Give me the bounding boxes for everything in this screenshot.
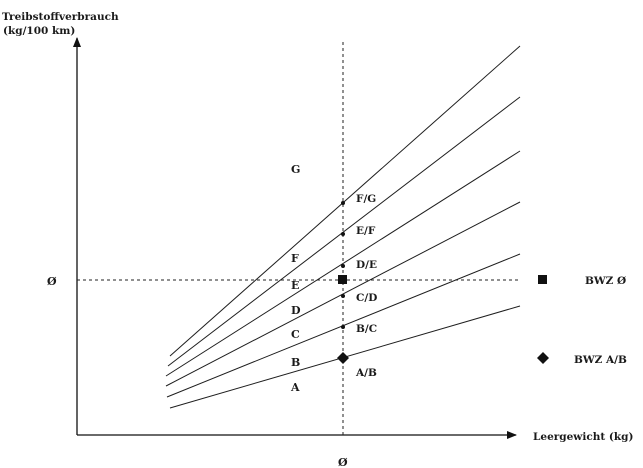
y-axis-title-line1: Treibstoffverbrauch: [2, 11, 119, 23]
region-label-d: D: [291, 304, 301, 317]
boundary-label-c-d: C/D: [356, 292, 377, 304]
boundary-label-e-f: E/F: [356, 225, 376, 237]
average-square-marker: [338, 275, 347, 284]
region-label-c: C: [291, 328, 300, 341]
legend-diamond-label: BWZ A/B: [574, 354, 627, 366]
boundary-label-f-g: F/G: [356, 193, 376, 205]
legend-square-label: BWZ Ø: [585, 275, 626, 287]
legend-square-icon: [538, 275, 547, 284]
intersection-dot-d-e: [341, 264, 345, 268]
boundary-label-a-b: A/B: [355, 367, 377, 379]
boundary-label-d-e: D/E: [356, 259, 377, 271]
boundary-label-b-c: B/C: [356, 323, 377, 335]
intersection-dot-b-c: [341, 325, 345, 329]
region-label-f: F: [291, 252, 299, 265]
region-label-b: B: [291, 356, 300, 369]
x-axis-title: Leergewicht (kg): [533, 431, 633, 443]
intersection-dot-f-g: [341, 201, 345, 205]
region-label-a: A: [290, 381, 300, 394]
legend-diamond-icon: [537, 352, 549, 364]
x-axis-average-tick: Ø: [338, 456, 348, 468]
boundary-line-e-f: [167, 96, 521, 367]
boundary-line-d-e: [165, 150, 521, 377]
y-axis-title-line2: (kg/100 km): [3, 25, 75, 37]
a-b-diamond-marker: [337, 352, 349, 364]
region-label-g: G: [291, 163, 300, 176]
intersection-dot-e-f: [341, 232, 345, 236]
intersection-dot-c-d: [341, 294, 345, 298]
boundary-line-f-g: [169, 45, 521, 357]
region-label-e: E: [291, 279, 299, 292]
y-axis-average-tick: Ø: [47, 275, 57, 288]
